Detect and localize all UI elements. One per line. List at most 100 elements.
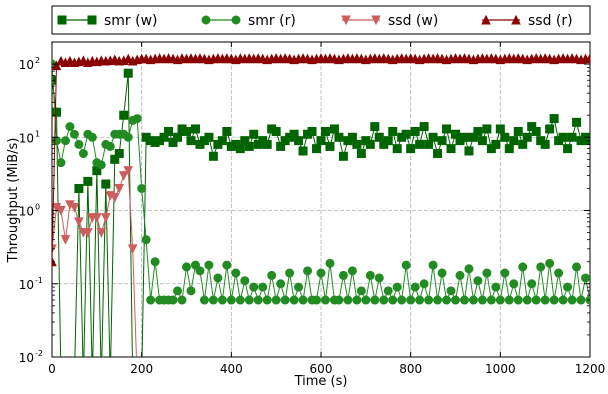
data-point <box>509 279 519 289</box>
data-point <box>190 124 200 134</box>
data-point <box>540 295 550 305</box>
data-point <box>52 107 61 117</box>
data-point <box>186 286 196 296</box>
y-tick-exponent: 0 <box>35 203 40 212</box>
data-point <box>74 139 84 149</box>
data-point <box>549 295 559 305</box>
data-point <box>217 295 227 305</box>
x-tick-label: 0 <box>48 362 56 376</box>
legend: smr (w) smr (r) ssd (w) ssd (r) <box>51 5 591 35</box>
data-point <box>356 286 366 296</box>
data-point <box>312 295 322 305</box>
data-point <box>504 144 514 154</box>
x-tick-label: 200 <box>130 362 153 376</box>
data-point <box>572 262 582 272</box>
y-tick-label: 10 <box>19 278 34 292</box>
data-point <box>105 141 115 151</box>
data-point <box>325 141 335 151</box>
series-2 <box>52 166 138 357</box>
legend-label: ssd (r) <box>528 13 573 29</box>
data-point <box>446 286 456 296</box>
data-point <box>271 126 281 136</box>
data-point <box>338 270 348 280</box>
data-point <box>204 132 214 142</box>
data-point <box>433 149 443 159</box>
data-point <box>334 295 344 305</box>
data-point <box>482 268 492 278</box>
data-point <box>531 126 541 136</box>
data-point <box>388 126 398 136</box>
data-point <box>316 268 326 278</box>
data-point <box>195 266 205 276</box>
data-point <box>60 235 71 245</box>
data-point <box>491 282 501 292</box>
data-point <box>558 295 568 305</box>
data-point <box>119 110 129 120</box>
x-tick-label: 400 <box>220 362 243 376</box>
data-point <box>424 295 434 305</box>
data-point <box>361 295 371 305</box>
data-point <box>567 132 577 142</box>
data-point <box>56 158 66 168</box>
data-point <box>397 295 407 305</box>
data-point <box>177 295 187 305</box>
data-point <box>401 129 411 139</box>
data-point <box>522 295 532 305</box>
data-point <box>554 268 564 278</box>
legend-marker <box>201 15 211 25</box>
data-point <box>567 295 577 305</box>
y-tick-label: 10 <box>19 131 34 145</box>
data-point <box>451 295 460 305</box>
data-point <box>74 217 84 227</box>
legend-marker <box>87 15 97 25</box>
data-point <box>267 270 277 280</box>
data-point <box>329 124 339 134</box>
data-point <box>276 279 286 289</box>
data-point <box>164 126 174 136</box>
x-axis-label: Time (s) <box>294 374 348 389</box>
legend-label: smr (r) <box>248 13 296 29</box>
data-point <box>69 129 79 139</box>
data-point <box>127 244 138 254</box>
data-point <box>334 132 344 142</box>
data-point <box>123 68 133 78</box>
data-point <box>410 282 420 292</box>
series-0 <box>52 68 590 357</box>
data-point <box>437 268 447 278</box>
legend-marker <box>231 15 241 25</box>
data-point <box>208 295 218 305</box>
data-point <box>182 262 191 272</box>
data-point <box>146 295 156 305</box>
y-tick-exponent: 1 <box>35 129 40 138</box>
data-point <box>168 295 178 305</box>
data-point <box>338 151 348 161</box>
data-point <box>428 132 438 142</box>
data-point <box>352 139 362 149</box>
data-point <box>285 268 295 278</box>
data-point <box>65 122 75 132</box>
data-point <box>141 235 151 245</box>
data-point <box>213 273 223 283</box>
y-tick-label: 10 <box>19 351 34 365</box>
data-point <box>464 146 474 156</box>
legend-marker <box>57 15 67 25</box>
legend-marker <box>341 15 351 26</box>
data-point <box>235 144 245 154</box>
data-point <box>123 166 134 176</box>
data-point <box>473 126 483 136</box>
data-point <box>545 258 555 268</box>
data-point <box>101 179 111 189</box>
data-point <box>442 124 452 134</box>
data-point <box>325 258 335 268</box>
data-point <box>365 270 375 280</box>
data-point <box>576 295 586 305</box>
data-point <box>468 295 478 305</box>
data-point <box>226 295 236 305</box>
data-point <box>563 144 573 154</box>
data-point <box>500 268 510 278</box>
data-point <box>383 286 393 296</box>
data-point <box>289 295 299 305</box>
data-point <box>563 282 573 292</box>
data-point <box>374 273 384 283</box>
